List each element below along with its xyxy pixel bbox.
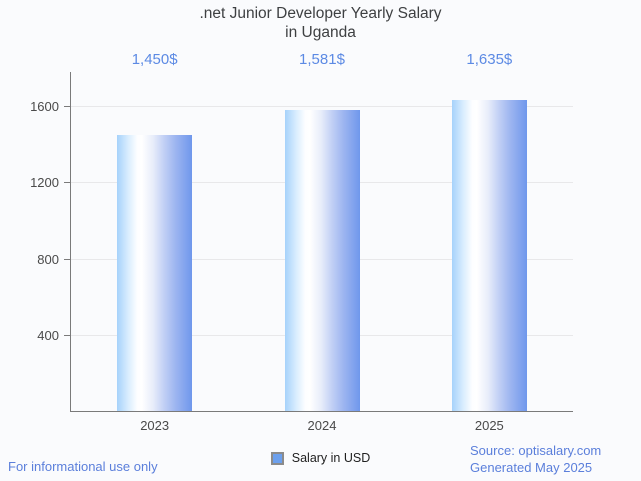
x-axis-label-2025: 2025 bbox=[474, 418, 504, 433]
y-axis-label-800: 800 bbox=[37, 251, 59, 267]
source-text: Source: optisalary.com bbox=[470, 443, 602, 458]
chart-title-line2: in Uganda bbox=[285, 24, 356, 41]
bar-value-2023: 1,450$ bbox=[131, 51, 178, 68]
bar-2024[interactable] bbox=[284, 109, 360, 411]
generated-text: Generated May 2025 bbox=[470, 460, 593, 475]
y-axis-tick-400 bbox=[64, 334, 70, 336]
legend-swatch-icon bbox=[270, 451, 284, 465]
y-axis-label-1600: 1600 bbox=[30, 99, 59, 115]
chart-title: .net Junior Developer Yearly Salary in U… bbox=[0, 4, 641, 42]
legend[interactable]: Salary in USD bbox=[0, 451, 641, 465]
bar-value-2024: 1,581$ bbox=[299, 51, 345, 68]
bar-value-2025: 1,635$ bbox=[466, 51, 513, 68]
bar-2023[interactable] bbox=[117, 134, 193, 411]
y-axis-label-400: 400 bbox=[37, 327, 59, 343]
plot-area: 400 800 1200 1600 1,450$ 2023 1,581$ 2024 1,635$… bbox=[30, 51, 573, 433]
bar-2025[interactable] bbox=[451, 99, 527, 411]
gridline-1600 bbox=[71, 106, 573, 108]
y-axis-tick-1600 bbox=[64, 106, 70, 108]
y-axis-tick-800 bbox=[64, 258, 70, 260]
y-axis-label-1200: 1200 bbox=[30, 175, 59, 191]
source-block: Source: optisalary.com Generated May 202… bbox=[470, 442, 601, 476]
x-axis-label-2023: 2023 bbox=[140, 418, 170, 433]
legend-label: Salary in USD bbox=[291, 451, 371, 465]
chart-title-line1: .net Junior Developer Yearly Salary bbox=[199, 5, 442, 22]
y-axis-tick-1200 bbox=[64, 182, 70, 184]
disclaimer-text: For informational use only bbox=[8, 459, 158, 474]
x-axis-label-2024: 2024 bbox=[307, 418, 337, 433]
